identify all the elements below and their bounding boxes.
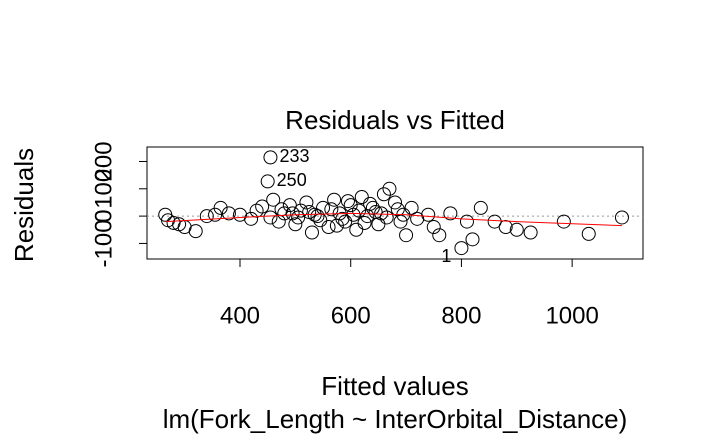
point (523, 225, 538, 240)
point (556, 214, 571, 229)
point (324, 202, 339, 217)
x-tick-label: 400 (220, 302, 260, 329)
point (338, 214, 353, 229)
point (388, 195, 402, 210)
point (581, 226, 596, 241)
point-label: 250 (277, 170, 307, 190)
point (221, 206, 236, 221)
point (199, 209, 214, 224)
point (454, 241, 469, 256)
y-tick-label: 200 (90, 141, 117, 181)
point (255, 199, 270, 214)
x-tick-label: 600 (331, 302, 371, 329)
point (277, 206, 292, 221)
point (443, 206, 458, 221)
point (213, 200, 228, 215)
point (352, 203, 367, 218)
point-label: 233 (279, 146, 309, 166)
point (282, 198, 297, 213)
y-axis-label: Residuals (9, 148, 39, 262)
point (509, 222, 524, 237)
smooth-line (165, 212, 622, 227)
x-tick-label: 800 (441, 302, 481, 329)
x-axis-label: Fitted values (321, 371, 468, 401)
point-label: 1 (441, 246, 451, 266)
point (263, 210, 278, 225)
point (263, 150, 278, 165)
point (390, 202, 405, 217)
chart-title: Residuals vs Fitted (285, 105, 505, 135)
y-tick-label: 0 (90, 209, 117, 222)
point (349, 222, 364, 237)
point (465, 232, 480, 247)
y-tick-label: -100 (90, 219, 117, 267)
point (321, 220, 336, 235)
point (274, 202, 289, 217)
point (260, 174, 275, 189)
point (329, 218, 344, 233)
point (357, 215, 372, 230)
point (368, 205, 383, 220)
point (188, 224, 203, 239)
point (313, 213, 328, 228)
subtitle: lm(Fork_Length ~ InterOrbital_Distance) (163, 404, 628, 434)
point (376, 187, 391, 202)
point (614, 210, 629, 225)
point (310, 209, 325, 224)
point (473, 200, 488, 215)
point (327, 192, 342, 207)
point (399, 228, 414, 243)
point (404, 200, 419, 215)
point (244, 211, 259, 226)
point (426, 220, 441, 235)
x-tick-label: 1000 (545, 302, 598, 329)
point (343, 198, 358, 213)
point (459, 214, 474, 229)
y-tick-label: 100 (90, 169, 117, 209)
plot-frame (146, 146, 644, 260)
point (393, 214, 408, 229)
point (266, 192, 281, 207)
point (432, 228, 447, 243)
point (421, 207, 436, 222)
point (299, 195, 314, 210)
point (288, 217, 303, 232)
point (382, 181, 397, 196)
point (304, 225, 319, 240)
point (293, 203, 308, 218)
point (340, 194, 355, 209)
point (487, 214, 502, 229)
point (374, 206, 389, 221)
point (354, 189, 369, 204)
point (363, 196, 378, 211)
